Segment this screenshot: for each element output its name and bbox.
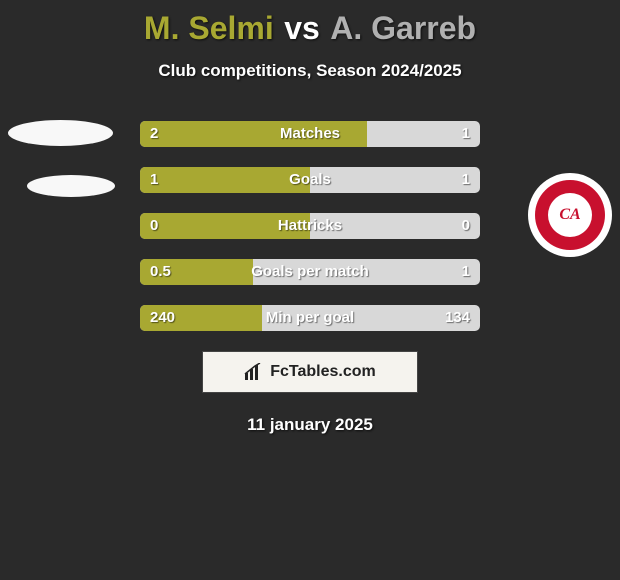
bar-value-right: 1 xyxy=(462,167,470,193)
title-player1: M. Selmi xyxy=(144,10,274,46)
team-left-logo xyxy=(8,120,115,197)
bar-metric-name: Min per goal xyxy=(140,305,480,331)
bar-row: 1Goals1 xyxy=(140,167,480,193)
subtitle: Club competitions, Season 2024/2025 xyxy=(0,61,620,81)
team-right-logo: 1920 CA xyxy=(530,175,610,255)
bar-row: 0Hattricks0 xyxy=(140,213,480,239)
bars-icon xyxy=(244,363,264,381)
bar-metric-name: Goals xyxy=(140,167,480,193)
title-player2: A. Garreb xyxy=(330,10,476,46)
watermark: FcTables.com xyxy=(202,351,418,393)
date: 11 january 2025 xyxy=(0,415,620,435)
bar-metric-name: Goals per match xyxy=(140,259,480,285)
bar-value-right: 0 xyxy=(462,213,470,239)
bar-value-right: 1 xyxy=(462,259,470,285)
bar-row: 0.5Goals per match1 xyxy=(140,259,480,285)
comparison-bars: 2Matches11Goals10Hattricks00.5Goals per … xyxy=(140,121,480,331)
ellipse-icon xyxy=(27,175,115,197)
watermark-text: FcTables.com xyxy=(270,363,376,381)
bar-value-right: 134 xyxy=(445,305,470,331)
title-vs: vs xyxy=(284,10,320,46)
bar-row: 240Min per goal134 xyxy=(140,305,480,331)
badge-year: 1920 xyxy=(530,184,610,194)
badge-monogram: CA xyxy=(548,193,592,237)
ellipse-icon xyxy=(8,120,113,146)
title: M. Selmi vs A. Garreb xyxy=(0,0,620,47)
bar-row: 2Matches1 xyxy=(140,121,480,147)
bar-metric-name: Hattricks xyxy=(140,213,480,239)
bar-metric-name: Matches xyxy=(140,121,480,147)
bar-value-right: 1 xyxy=(462,121,470,147)
club-africain-badge-icon: 1920 CA xyxy=(530,175,610,255)
